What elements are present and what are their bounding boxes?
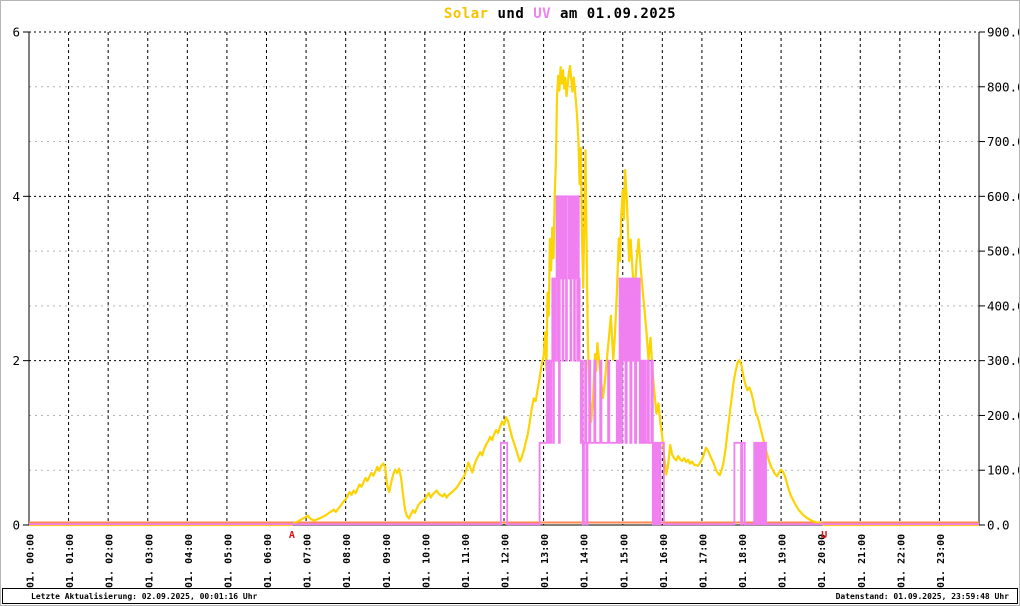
- chart-title: Solar und UV am 01.09.2025: [101, 6, 1019, 22]
- x-axis-tick-label: 01. 07:00: [303, 534, 314, 588]
- x-axis-tick-label: 01. 08:00: [342, 534, 353, 588]
- x-axis-tick-label: 01. 23:00: [936, 534, 947, 588]
- right-axis-tick-label: 100.0: [987, 463, 1020, 478]
- x-axis-tick-label: 01. 06:00: [263, 534, 274, 588]
- x-axis-tick-label: 01. 13:00: [540, 534, 551, 588]
- left-axis-tick-label: 0: [12, 518, 20, 533]
- title-date-text: am 01.09.2025: [551, 6, 677, 22]
- left-axis-tick-label: 4: [12, 189, 20, 204]
- title-uv-label: UV: [533, 6, 552, 22]
- x-axis-tick-label: 01. 17:00: [698, 534, 709, 588]
- left-axis-tick-label: 6: [12, 25, 20, 40]
- x-axis-tick-label: 01. 00:00: [26, 534, 37, 588]
- right-axis-tick-label: 300.0: [987, 353, 1020, 368]
- last-update-text: Letzte Aktualisierung: 02.09.2025, 00:01…: [31, 591, 258, 601]
- x-axis-tick-label: 01. 22:00: [896, 534, 907, 588]
- x-axis-tick-label: 01. 14:00: [580, 534, 591, 588]
- x-axis-tick-label: 01. 05:00: [223, 534, 234, 588]
- right-axis-tick-label: 200.0: [987, 408, 1020, 423]
- right-axis-tick-label: 900.0: [987, 25, 1020, 40]
- right-axis-tick-label: 500.0: [987, 244, 1020, 259]
- x-axis-tick-label: 01. 19:00: [778, 534, 789, 588]
- title-und-text: und: [488, 6, 534, 22]
- x-axis-tick-label: 01. 15:00: [619, 534, 630, 588]
- left-axis-tick-label: 2: [12, 353, 20, 368]
- status-bar: Letzte Aktualisierung: 02.09.2025, 00:01…: [2, 588, 1018, 604]
- x-axis-tick-label: 01. 04:00: [184, 534, 195, 588]
- right-axis-tick-label: 400.0: [987, 298, 1020, 313]
- data-timestamp-text: Datenstand: 01.09.2025, 23:59:48 Uhr: [835, 591, 1009, 601]
- sunset-marker: U: [821, 530, 827, 541]
- x-axis-tick-label: 01. 21:00: [857, 534, 868, 588]
- right-axis-tick-label: 0.0: [987, 518, 1010, 533]
- solar-series-line: [29, 64, 979, 527]
- right-axis-tick-label: 700.0: [987, 134, 1020, 149]
- x-axis-tick-label: 01. 16:00: [659, 534, 670, 588]
- x-axis-tick-label: 01. 09:00: [382, 534, 393, 588]
- x-axis-tick-label: 01. 03:00: [144, 534, 155, 588]
- x-axis-tick-label: 01. 10:00: [421, 534, 432, 588]
- sunrise-marker: A: [289, 530, 295, 541]
- x-axis-tick-label: 01. 01:00: [65, 534, 76, 588]
- x-axis-tick-label: 01. 20:00: [817, 534, 828, 588]
- x-axis-tick-label: 01. 02:00: [105, 534, 116, 588]
- right-axis-tick-label: 800.0: [987, 79, 1020, 94]
- x-axis-tick-label: 01. 12:00: [501, 534, 512, 588]
- title-solar-label: Solar: [443, 6, 489, 22]
- x-axis-tick-label: 01. 11:00: [461, 534, 472, 588]
- right-axis-tick-label: 600.0: [987, 189, 1020, 204]
- uv-series-line: [29, 195, 979, 526]
- x-axis-tick-label: 01. 18:00: [738, 534, 749, 588]
